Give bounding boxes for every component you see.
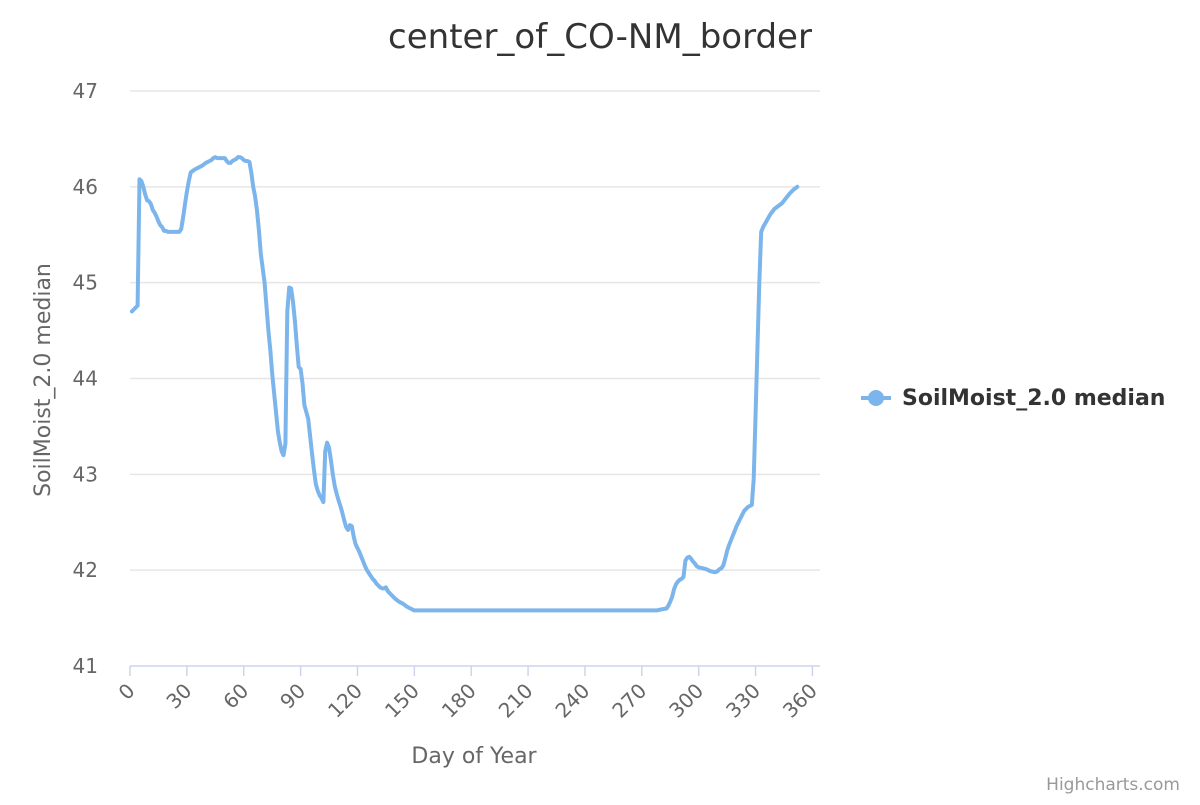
y-tick-label: 42 bbox=[73, 558, 98, 582]
gridlines bbox=[130, 90, 820, 571]
x-tick-label: 330 bbox=[721, 679, 765, 723]
series-layer bbox=[129, 155, 800, 613]
x-tick-label: 270 bbox=[607, 679, 651, 723]
x-tick-label: 150 bbox=[380, 679, 424, 723]
x-tick-label: 120 bbox=[323, 679, 367, 723]
legend-marker-icon bbox=[868, 390, 884, 406]
credits-link[interactable]: Highcharts.com bbox=[1046, 775, 1180, 795]
series-line[interactable] bbox=[129, 155, 800, 613]
x-tick-label: 240 bbox=[551, 679, 595, 723]
x-tick-label: 60 bbox=[218, 679, 253, 714]
x-tick-label: 90 bbox=[275, 679, 310, 714]
y-tick-label: 41 bbox=[73, 654, 98, 678]
y-tick-label: 44 bbox=[73, 367, 98, 391]
y-tick-label: 47 bbox=[73, 79, 98, 103]
y-axis-title: SoilMoist_2.0 median bbox=[31, 263, 56, 497]
x-tick-label: 30 bbox=[161, 679, 196, 714]
y-tick-label: 43 bbox=[73, 462, 98, 486]
x-tick-label: 210 bbox=[494, 679, 538, 723]
x-tick-label: 0 bbox=[114, 679, 140, 705]
x-tick-label: 300 bbox=[664, 679, 708, 723]
y-tick-label: 45 bbox=[73, 271, 98, 295]
y-tick-label: 46 bbox=[73, 175, 98, 199]
legend[interactable]: SoilMoist_2.0 median bbox=[861, 386, 1165, 411]
x-tick-label: 180 bbox=[437, 679, 481, 723]
legend-label: SoilMoist_2.0 median bbox=[902, 386, 1165, 411]
chart-title: center_of_CO-NM_border bbox=[388, 17, 812, 57]
axes: 41 42 43 44 45 46 47 0 30 60 90 120 150 180 210 240 270 3… bbox=[73, 79, 822, 723]
x-tick-label: 360 bbox=[778, 679, 822, 723]
x-axis-title: Day of Year bbox=[411, 744, 537, 769]
